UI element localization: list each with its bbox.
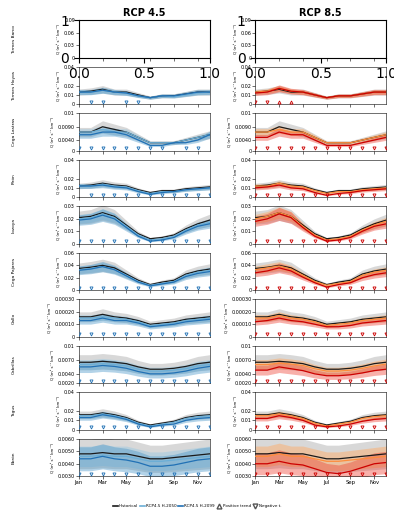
Y-axis label: Q (m³ s⁻¹ km⁻²): Q (m³ s⁻¹ km⁻²)	[234, 257, 238, 287]
Y-axis label: Q (m³ s⁻¹ km⁻²): Q (m³ s⁻¹ km⁻²)	[52, 349, 56, 380]
Title: RCP 4.5: RCP 4.5	[123, 8, 165, 18]
Y-axis label: Q (m³ s⁻¹ km⁻²): Q (m³ s⁻¹ km⁻²)	[58, 70, 62, 101]
Y-axis label: Q (m³ s⁻¹ km⁻²): Q (m³ s⁻¹ km⁻²)	[234, 396, 238, 426]
Y-axis label: Q (m³ s⁻¹ km⁻²): Q (m³ s⁻¹ km⁻²)	[58, 163, 62, 194]
Text: Tormes Hoyos: Tormes Hoyos	[12, 71, 16, 100]
Text: Ebrón: Ebrón	[12, 451, 16, 464]
Y-axis label: Q (m³ s⁻¹ km⁻²): Q (m³ s⁻¹ km⁻²)	[234, 70, 238, 101]
Text: Lozoya: Lozoya	[12, 218, 16, 232]
Y-axis label: Q (m³ s⁻¹ km⁻²): Q (m³ s⁻¹ km⁻²)	[228, 442, 232, 473]
Text: Cega Lastras: Cega Lastras	[12, 118, 16, 146]
Y-axis label: Q (m³ s⁻¹ km⁻²): Q (m³ s⁻¹ km⁻²)	[234, 210, 238, 240]
Y-axis label: Q (m³ s⁻¹ km⁻²): Q (m³ s⁻¹ km⁻²)	[58, 257, 62, 287]
Y-axis label: Q (m³ s⁻¹ km⁻²): Q (m³ s⁻¹ km⁻²)	[48, 303, 52, 333]
Y-axis label: Q (m³ s⁻¹ km⁻²): Q (m³ s⁻¹ km⁻²)	[234, 24, 238, 54]
Text: Pirón: Pirón	[12, 173, 16, 184]
Text: Tagus: Tagus	[12, 405, 16, 417]
Y-axis label: Q (m³ s⁻¹ km⁻²): Q (m³ s⁻¹ km⁻²)	[52, 442, 56, 473]
Text: Tormes Barco: Tormes Barco	[12, 25, 16, 54]
Y-axis label: Q (m³ s⁻¹ km⁻²): Q (m³ s⁻¹ km⁻²)	[228, 349, 232, 380]
Y-axis label: Q (m³ s⁻¹ km⁻²): Q (m³ s⁻¹ km⁻²)	[58, 210, 62, 240]
Text: Cega Pajares: Cega Pajares	[12, 258, 16, 286]
Y-axis label: Q (m³ s⁻¹ km⁻²): Q (m³ s⁻¹ km⁻²)	[225, 303, 229, 333]
Y-axis label: Q (m³ s⁻¹ km⁻²): Q (m³ s⁻¹ km⁻²)	[234, 163, 238, 194]
Y-axis label: Q (m³ s⁻¹ km⁻²): Q (m³ s⁻¹ km⁻²)	[58, 24, 62, 54]
Y-axis label: Q (m³ s⁻¹ km⁻²): Q (m³ s⁻¹ km⁻²)	[58, 396, 62, 426]
Title: RCP 8.5: RCP 8.5	[299, 8, 342, 18]
Y-axis label: Q (m³ s⁻¹ km⁻²): Q (m³ s⁻¹ km⁻²)	[228, 117, 232, 147]
Text: Gallo: Gallo	[12, 312, 16, 324]
Text: Cabrillas: Cabrillas	[12, 355, 16, 374]
Legend: Historical, RCP4.5 H-2050, RCP4.5 H-2099, Positive trend, Negative t.: Historical, RCP4.5 H-2050, RCP4.5 H-2099…	[111, 503, 283, 510]
Y-axis label: Q (m³ s⁻¹ km⁻²): Q (m³ s⁻¹ km⁻²)	[52, 117, 56, 147]
